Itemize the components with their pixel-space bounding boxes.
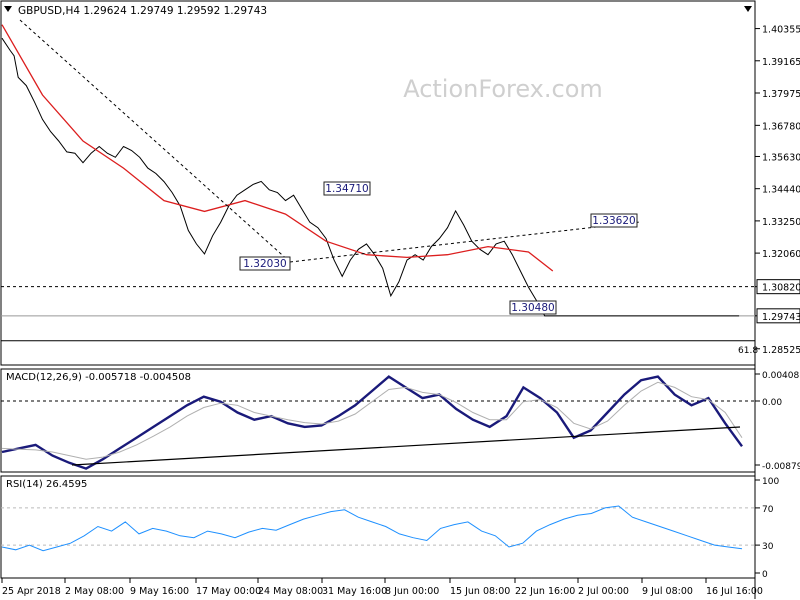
x-tick-label: 8 Jun 00:00 [385, 586, 439, 597]
svg-text:1.32030: 1.32030 [243, 258, 286, 270]
x-tick-label: 2 May 08:00 [65, 586, 124, 597]
moving-average-line [1, 24, 554, 272]
x-axis: 25 Apr 2018 2 May 08:00 9 May 16:00 17 May … [1, 577, 763, 597]
rsi-series [1, 505, 743, 552]
macd-ytick-label: 0.004081 [762, 371, 800, 381]
label-1.34710: 1.34710 [323, 181, 371, 196]
macd-line [1, 375, 743, 470]
dropdown-icon[interactable] [4, 6, 12, 12]
svg-text:1.33620: 1.33620 [592, 215, 635, 227]
x-tick-label: 9 May 16:00 [130, 586, 189, 597]
price-ytick-label: 1.37975 [762, 89, 800, 100]
macd-panel: MACD(12,26,9) -0.005718 -0.004508 0.0040… [0, 368, 800, 473]
x-tick-label: 2 Jul 00:00 [578, 586, 629, 597]
x-tick-label: 25 Apr 2018 [2, 586, 61, 597]
price-ytick-label: 1.28525 [762, 345, 800, 356]
x-tick-label: 22 Jun 16:00 [515, 586, 575, 597]
svg-text:1.30480: 1.30480 [511, 302, 554, 314]
price-ytick-label: 1.36780 [762, 121, 800, 132]
price-ytick-label: 1.33250 [762, 217, 800, 228]
price-ytick-label: 1.34440 [762, 185, 800, 196]
rsi-ytick-label: 0 [762, 570, 768, 580]
price-series [1, 24, 740, 317]
price-level-box [756, 279, 800, 295]
price-line [1, 37, 740, 317]
x-tick-label: 17 May 00:00 [196, 586, 261, 597]
x-tick-label: 24 May 08:00 [258, 586, 323, 597]
price-ytick-label: 1.29743 [762, 312, 800, 323]
x-tick-label: 9 Jul 08:00 [642, 586, 693, 597]
price-ytick-label: 1.35630 [762, 152, 800, 163]
rsi-ytick-label: 100 [762, 477, 779, 487]
price-title: GBPUSD,H4 1.29624 1.29749 1.29592 1.2974… [18, 5, 267, 17]
rsi-ytick-label: 30 [762, 542, 774, 552]
label-1.30480: 1.30480 [509, 300, 557, 315]
rsi-line [1, 505, 743, 552]
macd-series [1, 375, 743, 470]
macd-ytick-label: -0.008794 [762, 462, 800, 472]
label-1.32030: 1.32030 [239, 256, 291, 271]
price-ytick-label: 1.30820 [762, 283, 800, 294]
macd-ytick-label: 0.00 [762, 398, 782, 408]
x-tick-label: 15 Jun 08:00 [450, 586, 510, 597]
macd-signal-line [1, 381, 743, 460]
fib-label: 61.8 [738, 346, 758, 356]
price-ytick-label: 1.32060 [762, 249, 800, 260]
price-level-box [756, 308, 800, 324]
trendline-lower [289, 221, 641, 263]
rsi-yaxis: 100 70 30 0 [755, 477, 779, 580]
macd-title: MACD(12,26,9) -0.005718 -0.004508 [6, 372, 191, 383]
rsi-title: RSI(14) 26.4595 [6, 479, 87, 490]
dropdown-icon-right[interactable] [744, 6, 752, 12]
macd-yaxis: 0.004081 0.00 -0.008794 [755, 371, 800, 472]
x-tick-label: 16 Jul 16:00 [706, 586, 763, 597]
x-tick-label: 31 May 16:00 [322, 586, 387, 597]
rsi-ytick-label: 70 [762, 505, 774, 515]
label-1.33620: 1.33620 [590, 213, 638, 228]
watermark: ActionForex.com [403, 75, 603, 103]
macd-trendline [71, 426, 741, 466]
trendline-upper [19, 19, 291, 263]
svg-text:1.34710: 1.34710 [325, 183, 368, 195]
price-ytick-label: 1.39165 [762, 57, 800, 68]
price-ytick-label: 1.40355 [762, 25, 800, 36]
price-yaxis: 1.40355 1.39165 1.37975 1.36780 1.35630 1.344… [755, 25, 800, 356]
